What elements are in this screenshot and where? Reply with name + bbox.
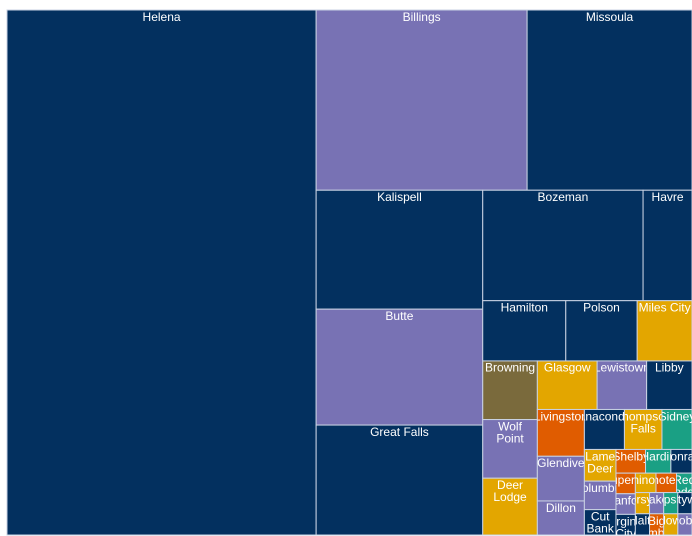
tile-label: Deer Lodge [493,478,527,504]
tile-label: Big Timber [638,514,675,536]
tile-label: Glasgow [544,361,591,375]
tile-label: Dillon [546,501,576,515]
tile-label: Plentywood [654,492,692,506]
tile-label: Stanford [603,494,648,508]
tile-label: Helena [143,10,181,24]
tile-label: Philipsburg [641,492,692,506]
tile-label: Malta [628,514,658,528]
tile-label: Wolf Point [496,419,524,445]
tile-label: Columbus [573,481,627,495]
tile-label: Libby [655,361,684,375]
tile-label: Great Falls [370,425,429,439]
tile-label: Forsyth [622,492,662,506]
tile-label: Kalispell [377,190,422,204]
tile-label: Thompson Falls [615,409,672,435]
tile-label: Baker [641,492,672,506]
tile [315,9,528,191]
tile-label: Harlowton [644,514,692,528]
tile-label: Lewistown [594,361,650,375]
tile-label: Livingston [534,409,588,423]
tile [315,189,484,310]
tile-label: Miles City [639,300,691,314]
tile [565,300,638,362]
tile [583,448,617,482]
tile-label: Cut Bank [586,509,614,535]
tile-label: Lame Deer [585,449,615,475]
tile [583,480,617,511]
tile [642,189,692,302]
tile-label: Polson [583,300,620,314]
tile [536,408,585,457]
tile-label: Sidney [659,409,692,423]
tile [536,500,585,536]
tile [623,408,663,450]
tile-label: Anaconda [577,409,631,423]
tile [526,9,692,191]
tile [315,424,484,536]
tile-label: Hardin [641,449,676,463]
tile-label: Havre [652,190,684,204]
tile-label: Hamilton [501,300,548,314]
tile-label: Bozeman [538,190,589,204]
tile-label: Billings [403,10,441,24]
tile-label: Choteau [644,473,689,487]
tile [6,9,317,536]
tile [596,360,648,410]
tile-label: Shelby [612,449,649,463]
tile [636,300,692,362]
tile-label: RedLodge [668,473,692,499]
tile-label: Missoula [586,10,634,24]
tile-label: Virginia City [606,514,646,536]
tile-label: Scobey [665,514,692,528]
tile-label: Chinook [624,473,669,487]
tile-label: Glendive [537,456,585,470]
tile [482,477,538,536]
tile [677,513,692,536]
tile [482,300,567,362]
tile-label: Browning [485,361,535,375]
tile [482,189,644,302]
tile-label: Conrad [662,449,692,463]
tile [315,308,484,426]
tile [583,509,617,536]
tile-label: Butte [385,309,413,323]
tile-label: Superior [603,473,648,487]
tile [661,408,692,450]
